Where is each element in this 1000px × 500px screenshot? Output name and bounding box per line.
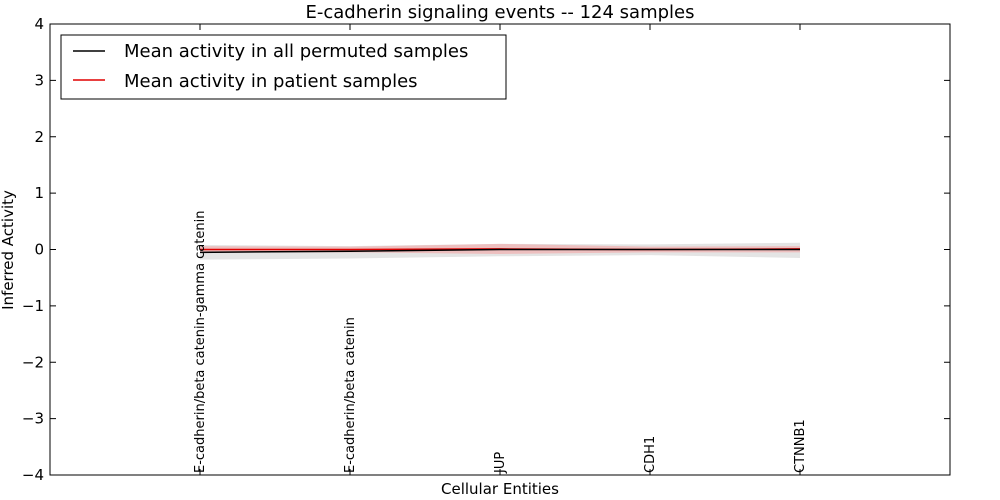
x-category-label: JUP	[493, 452, 508, 474]
x-category-label: CTNNB1	[793, 419, 808, 473]
legend: Mean activity in all permuted samples Me…	[60, 34, 507, 100]
legend-box	[60, 34, 507, 100]
y-tick-label: −2	[22, 353, 44, 371]
y-tick-label: −4	[22, 466, 44, 484]
y-tick-label: 1	[34, 184, 44, 202]
x-axis-categories: E-cadherin/beta catenin-gamma catenin E-c…	[193, 24, 808, 475]
y-tick-label: 2	[34, 128, 44, 146]
y-tick-label: 4	[34, 15, 44, 33]
series-line-0	[199, 248, 800, 254]
x-axis-label: Cellular Entities	[441, 480, 559, 498]
y-tick-label: −1	[22, 297, 44, 315]
chart-title: E-cadherin signaling events -- 124 sampl…	[305, 2, 694, 23]
y-axis: 4 3 2 1 0 −1 −2 −3 −4	[22, 15, 950, 484]
legend-label-patient: Mean activity in patient samples	[124, 71, 418, 92]
y-tick-label: 3	[34, 71, 44, 89]
x-category-label: CDH1	[643, 436, 658, 473]
x-category-label: E-cadherin/beta catenin-gamma catenin	[193, 211, 208, 473]
x-category-label: E-cadherin/beta catenin	[343, 317, 358, 473]
y-tick-label: 0	[34, 241, 44, 259]
series-lines	[199, 248, 801, 254]
y-axis-label: Inferred Activity	[0, 190, 17, 310]
y-tick-label: −3	[22, 410, 44, 428]
legend-label-permuted: Mean activity in all permuted samples	[124, 41, 468, 62]
